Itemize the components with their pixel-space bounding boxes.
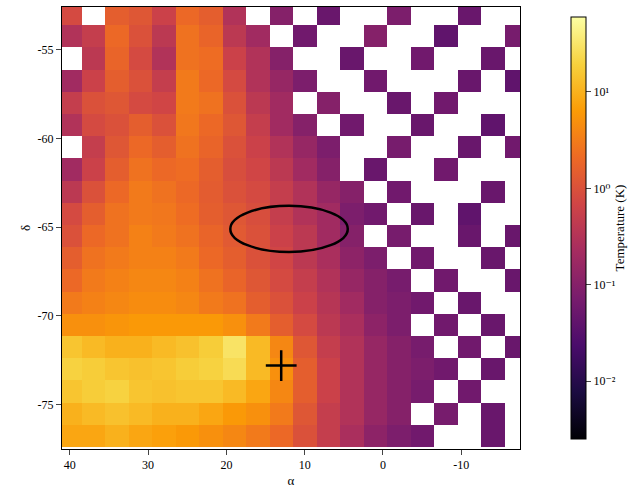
- svg-text:40: 40: [64, 458, 76, 472]
- svg-text:10⁻¹: 10⁻¹: [593, 278, 615, 292]
- svg-text:δ: δ: [18, 225, 33, 231]
- svg-text:10: 10: [299, 458, 311, 472]
- svg-text:0: 0: [380, 458, 386, 472]
- svg-text:-55: -55: [38, 43, 54, 57]
- svg-text:10⁻²: 10⁻²: [593, 374, 615, 388]
- svg-text:30: 30: [142, 458, 154, 472]
- svg-text:-10: -10: [453, 458, 469, 472]
- svg-text:10⁰: 10⁰: [593, 182, 610, 196]
- svg-text:-65: -65: [38, 220, 54, 234]
- svg-text:α: α: [288, 473, 295, 488]
- svg-text:-75: -75: [38, 398, 54, 412]
- svg-text:-70: -70: [38, 309, 54, 323]
- svg-text:-60: -60: [38, 132, 54, 146]
- svg-text:Temperature (K): Temperature (K): [612, 185, 627, 272]
- svg-text:20: 20: [220, 458, 232, 472]
- svg-text:10¹: 10¹: [593, 85, 609, 99]
